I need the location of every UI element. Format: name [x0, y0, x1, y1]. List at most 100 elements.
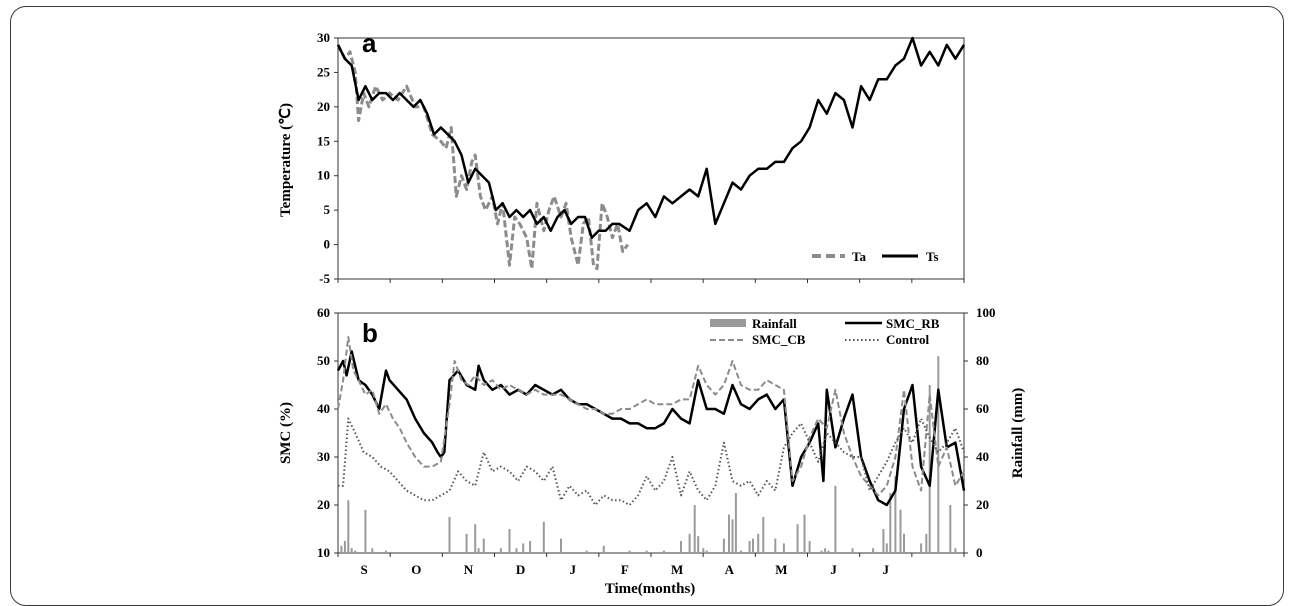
series-ts-line: [336, 36, 966, 239]
rainfall-bar: [529, 541, 532, 553]
figure-frame: [10, 6, 1284, 606]
a-ytick-label: 30: [317, 30, 330, 45]
rainfall-bar: [515, 548, 518, 553]
rainfall-bar: [448, 517, 451, 553]
rainfall-bar: [762, 517, 765, 553]
rainfall-bar: [920, 543, 923, 553]
rainfall-bar: [628, 550, 631, 553]
rainfall-bar: [803, 514, 806, 553]
b-xtick-label: S: [360, 562, 367, 577]
panel-b-y2-ticks: 100 80 60 40 20 0: [964, 305, 996, 560]
rainfall-bar: [834, 485, 837, 553]
series-smc-cb-line: [337, 336, 965, 497]
b-ytick-label: 60: [317, 305, 330, 320]
rainfall-bar: [820, 550, 823, 553]
rainfall-bar: [894, 476, 897, 553]
rainfall-bar: [722, 538, 725, 553]
rainfall-bar: [757, 533, 760, 553]
panel-b-y-axis-label: SMC (%): [278, 402, 294, 464]
b-ytick-label: 50: [317, 353, 330, 368]
rainfall-bar: [680, 541, 682, 553]
series-control-line: [338, 417, 965, 506]
legend-smc-cb-label: SMC_CB: [752, 332, 806, 347]
rainfall-bar: [903, 533, 905, 553]
panel-b-legend: Rainfall SMC_RB SMC_CB Control: [710, 316, 940, 347]
rainfall-bar: [508, 529, 511, 553]
b-xtick-label: A: [725, 562, 735, 577]
rainfall-bar: [340, 545, 343, 553]
rainfall-bar: [602, 545, 605, 553]
b-y2tick-label: 60: [976, 401, 989, 416]
rainfall-bar: [748, 541, 751, 553]
rainfall-bar: [465, 533, 468, 553]
rainfall-bar: [499, 548, 502, 553]
rainfall-bar: [688, 533, 691, 553]
rainfall-bar: [662, 550, 665, 553]
rainfall-bar: [697, 536, 700, 553]
legend-control-label: Control: [886, 332, 929, 347]
rainfall-bar: [872, 548, 875, 553]
legend-rainfall-swatch: [710, 319, 746, 327]
b-ytick-label: 40: [317, 401, 330, 416]
a-ytick-label: 5: [324, 202, 331, 217]
rainfall-bar: [796, 524, 799, 553]
panel-a-y-ticks: 30 25 20 15 10 5 0 -5: [317, 30, 338, 286]
rainfall-bar: [889, 493, 892, 553]
panel-b-letter: b: [362, 318, 378, 348]
rainfall-bar: [585, 550, 588, 553]
rainfall-bar: [343, 541, 346, 553]
b-xtick-label: J: [570, 562, 577, 577]
rainfall-bar: [851, 548, 854, 553]
a-ytick-label: -5: [319, 271, 330, 286]
rainfall-bar: [949, 505, 952, 553]
legend-rainfall-label: Rainfall: [752, 316, 797, 331]
b-xtick-label: J: [883, 562, 890, 577]
rainfall-bar: [347, 500, 350, 553]
rainfall-bar: [364, 509, 367, 553]
b-xtick-label: F: [621, 562, 629, 577]
panel-a-plot-area: [337, 37, 965, 280]
b-y2tick-label: 20: [976, 497, 989, 512]
rainfall-bar: [350, 548, 353, 553]
rainfall-bar: [885, 543, 888, 553]
panel-b-y2-axis-label: Rainfall (mm): [1010, 388, 1026, 478]
a-ytick-label: 20: [317, 99, 330, 114]
b-xtick-label: J: [830, 562, 837, 577]
panel-b-series: [336, 336, 966, 507]
legend-ta-label: Ta: [852, 249, 866, 264]
rainfall-bar: [882, 529, 885, 553]
rainfall-bar: [645, 550, 648, 553]
panel-a-y-axis-label: Temperature (℃): [278, 103, 294, 217]
b-ytick-label: 30: [317, 449, 330, 464]
rainfall-bar: [560, 538, 562, 553]
rainfall-bar: [371, 548, 374, 553]
legend-ts-label: Ts: [926, 249, 939, 264]
rainfall-bar: [482, 538, 485, 553]
panel-b-y-ticks: 60 50 40 30 20 10: [317, 305, 338, 560]
panel-a-x-ticks: [337, 279, 965, 283]
a-ytick-label: 10: [317, 168, 330, 183]
panel-b-rainfall-bars: [340, 356, 957, 553]
rainfall-bar: [702, 548, 705, 553]
b-ytick-label: 10: [317, 545, 330, 560]
b-ytick-label: 20: [317, 497, 330, 512]
b-xtick-label: O: [411, 562, 421, 577]
panel-b-x-axis-label: Time(months): [605, 581, 696, 597]
rainfall-bar: [740, 550, 742, 553]
rainfall-bar: [774, 538, 777, 553]
b-y2tick-label: 80: [976, 353, 989, 368]
b-y2tick-label: 100: [976, 305, 996, 320]
rainfall-bar: [734, 493, 737, 553]
rainfall-bar: [824, 548, 827, 553]
b-xtick-label: M: [775, 562, 787, 577]
b-y2tick-label: 0: [976, 545, 983, 560]
legend-smc-rb-label: SMC_RB: [886, 316, 940, 331]
b-xtick-label: M: [671, 562, 683, 577]
rainfall-bar: [928, 385, 931, 553]
rainfall-bar: [925, 533, 928, 553]
rainfall-bar: [752, 538, 754, 553]
panel-a-letter: a: [362, 28, 377, 58]
rainfall-bar: [477, 548, 480, 553]
